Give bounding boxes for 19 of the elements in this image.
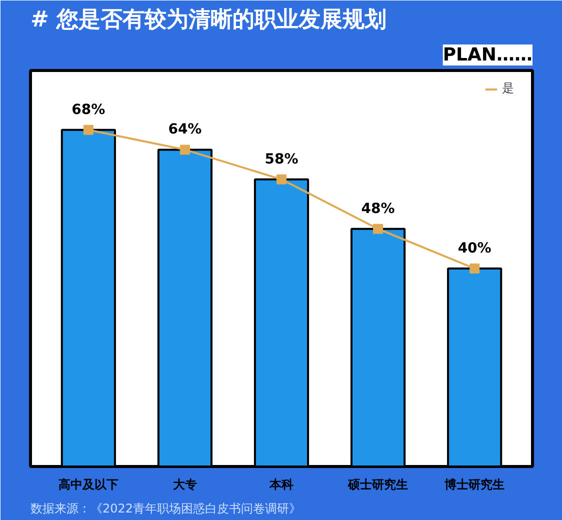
data-label: 58% [264,151,298,168]
legend-label: 是 [502,80,515,97]
x-tick-label: 本科 [268,478,294,492]
chart-subtitle: PLAN…… [442,44,533,66]
data-label: 68% [72,102,106,118]
x-tick-label: 硕士研究生 [347,478,408,492]
chart-title: # 您是否有较为清晰的职业发展规划 [30,8,387,32]
point [470,264,480,274]
data-label: 40% [458,240,492,256]
data-label: 48% [361,200,395,217]
data-label: 64% [168,122,202,138]
x-tick-label: 高中及以下 [58,478,118,492]
x-tick-label: 博士研究生 [444,478,505,492]
point [373,224,384,234]
source-note: 数据来源：《2022青年职场困惑白皮书问卷调研》 [30,502,302,516]
x-tick-label: 大专 [172,478,197,492]
point [276,174,286,184]
point [180,144,190,155]
point [83,124,94,135]
